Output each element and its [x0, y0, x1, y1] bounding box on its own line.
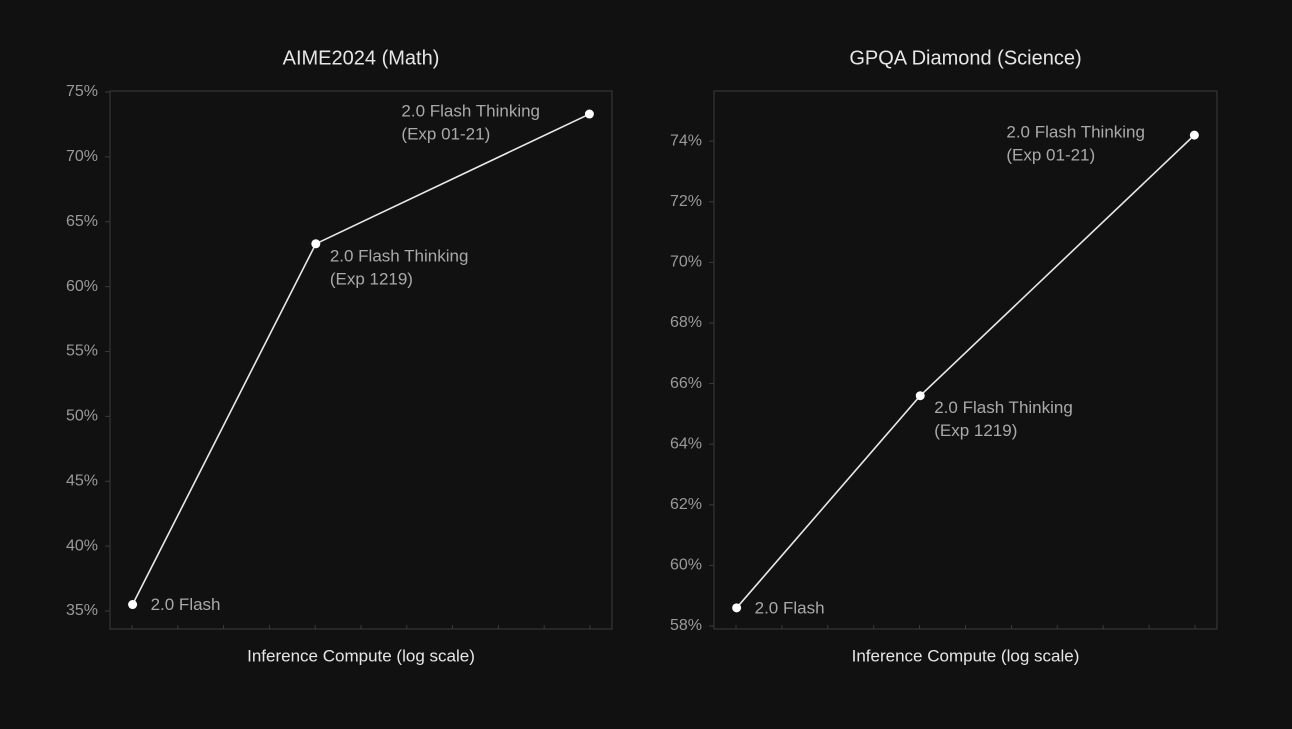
x-axis-label: Inference Compute (log scale) [852, 646, 1080, 665]
data-label: 2.0 Flash Thinking [401, 102, 540, 121]
y-tick-label: 75% [66, 83, 98, 100]
plot-frame [713, 90, 1218, 630]
series-line [736, 134, 1195, 609]
y-tick-label: 68% [670, 314, 702, 331]
data-point [732, 603, 742, 613]
plot-frame [109, 90, 613, 630]
series-line [131, 113, 590, 605]
y-tick-label: 74% [670, 132, 702, 149]
y-tick-label: 60% [66, 278, 98, 295]
data-point [915, 391, 925, 401]
x-axis-label: Inference Compute (log scale) [247, 646, 475, 665]
data-point [311, 239, 321, 249]
y-tick-label: 65% [66, 213, 98, 230]
chart-panel-1: GPQA Diamond (Science) Inference Compute … [670, 47, 1218, 665]
y-tick-label: 45% [66, 472, 98, 489]
y-tick-label: 70% [66, 148, 98, 165]
chart-panel-0: AIME2024 (Math) Inference Compute (log sc… [66, 47, 613, 665]
y-tick-label: 55% [66, 343, 98, 360]
y-tick-label: 70% [670, 254, 702, 271]
data-label: 2.0 Flash Thinking [934, 398, 1073, 417]
data-point [1189, 130, 1199, 140]
y-tick-label: 35% [66, 602, 98, 619]
y-tick-label: 64% [670, 435, 702, 452]
data-label: 2.0 Flash Thinking [330, 246, 469, 265]
data-label: 2.0 Flash [755, 598, 825, 617]
data-label: (Exp 01-21) [401, 125, 490, 144]
y-tick-label: 58% [670, 617, 702, 634]
y-tick-label: 62% [670, 496, 702, 513]
data-point [584, 109, 594, 119]
chart-title: GPQA Diamond (Science) [849, 47, 1081, 69]
y-tick-label: 60% [670, 557, 702, 574]
chart-title: AIME2024 (Math) [283, 47, 440, 69]
y-tick-label: 50% [66, 408, 98, 425]
data-point [128, 600, 138, 610]
data-label: 2.0 Flash [151, 595, 221, 614]
y-tick-label: 66% [670, 375, 702, 392]
data-label: (Exp 1219) [330, 269, 413, 288]
data-label: 2.0 Flash Thinking [1006, 123, 1145, 142]
data-label: (Exp 1219) [934, 421, 1017, 440]
y-tick-label: 72% [670, 193, 702, 210]
y-tick-label: 40% [66, 537, 98, 554]
data-label: (Exp 01-21) [1006, 146, 1095, 165]
